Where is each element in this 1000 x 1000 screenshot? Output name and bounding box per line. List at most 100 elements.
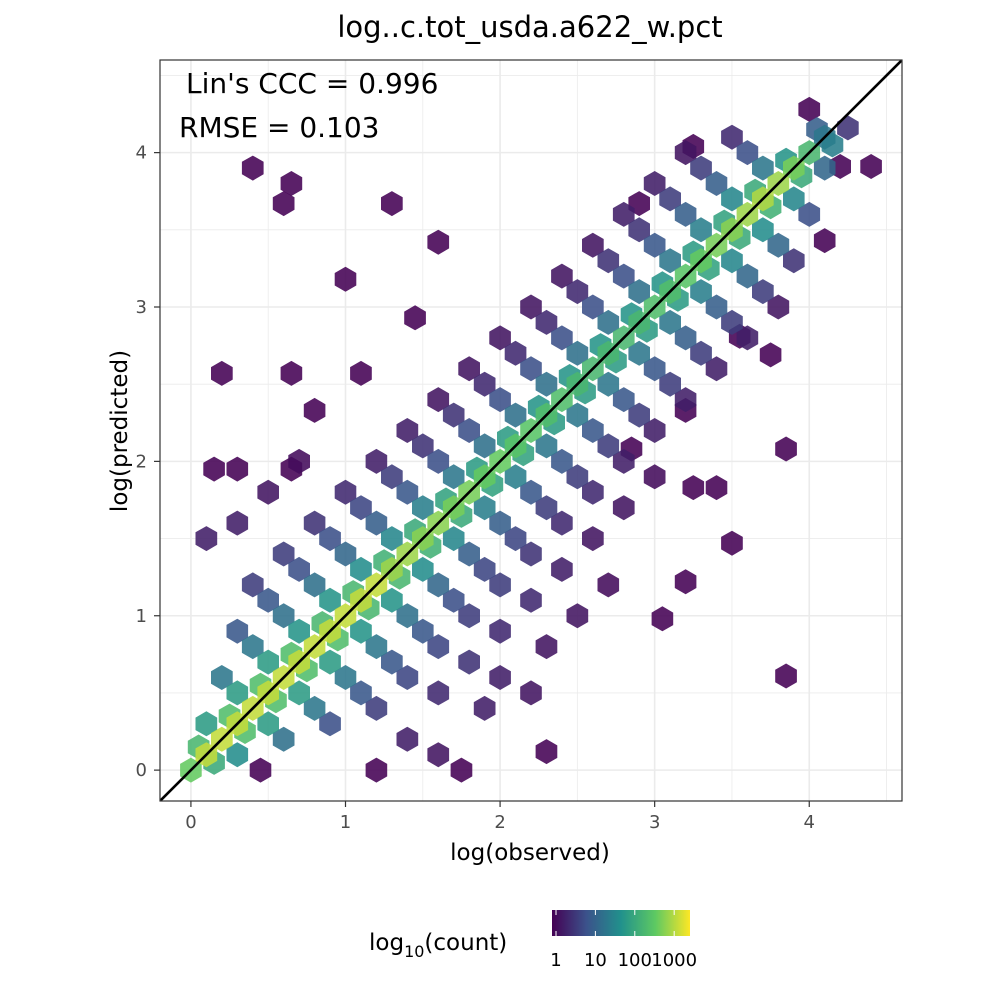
legend-ticks: 1 10 100 1000	[550, 910, 697, 971]
hex-bin	[442, 402, 465, 428]
y-tick-label: 2	[136, 451, 147, 472]
hex-bin	[721, 186, 743, 212]
hex-bin	[334, 541, 357, 567]
hex-bin	[241, 572, 264, 598]
hex-bin	[427, 572, 450, 598]
hex-bin	[350, 556, 372, 582]
hex-bin	[705, 475, 728, 501]
hex-bin	[450, 757, 473, 783]
hex-bin	[752, 155, 774, 181]
hex-bin	[628, 279, 650, 305]
hex-bin	[272, 603, 295, 629]
hex-bin	[257, 649, 279, 675]
hex-bin	[813, 228, 836, 254]
hex-bin	[674, 201, 697, 227]
hex-bin	[659, 186, 681, 212]
hex-bin	[798, 96, 821, 122]
hex-bin	[303, 397, 326, 423]
hex-bin	[860, 154, 882, 179]
hex-bin	[473, 371, 496, 397]
hex-bin	[365, 757, 388, 783]
hex-bin	[365, 510, 388, 536]
hex-bin	[612, 387, 635, 413]
hex-bin	[489, 618, 511, 644]
hex-bin	[412, 556, 434, 582]
hex-bin	[682, 475, 705, 501]
hex-bin	[566, 603, 589, 629]
hex-bin	[442, 526, 465, 552]
hex-bin	[582, 294, 604, 320]
hex-bin	[520, 356, 542, 382]
hex-bin	[582, 232, 604, 258]
hex-bin	[226, 456, 249, 482]
hex-bin	[203, 456, 225, 482]
hex-bin	[752, 279, 774, 305]
hex-bin	[442, 464, 465, 490]
x-axis-title: log(observed)	[450, 840, 610, 866]
hex-bin	[597, 248, 620, 274]
hex-bin	[489, 325, 511, 351]
identity-line	[160, 60, 902, 801]
hex-bin	[288, 618, 310, 644]
hex-bin	[535, 433, 558, 459]
legend-colorbar	[552, 910, 690, 936]
hex-bin	[280, 171, 303, 196]
hex-bin	[535, 634, 558, 660]
hex-bin	[489, 572, 511, 598]
hex-bin	[690, 279, 712, 305]
hex-bin	[319, 587, 341, 613]
hex-bin	[249, 757, 272, 783]
hex-bin	[504, 402, 527, 428]
hex-bin	[674, 140, 697, 166]
x-axis-ticks: 0 1 2 3 4	[185, 801, 815, 833]
hex-bin	[767, 294, 790, 320]
hex-bin	[520, 479, 542, 505]
hex-bin	[659, 371, 681, 397]
hex-bin	[535, 495, 558, 521]
hex-bin	[597, 309, 620, 335]
hex-bin	[396, 726, 419, 752]
hex-bin	[813, 155, 836, 181]
hex-bin	[412, 495, 434, 521]
hex-bin	[736, 325, 759, 351]
x-tick-label: 3	[649, 812, 660, 833]
hex-bin	[427, 229, 450, 255]
hex-bin	[226, 510, 249, 536]
hex-bin	[767, 232, 790, 258]
hex-bin	[659, 309, 681, 335]
y-axis-title: log(predicted)	[107, 350, 133, 512]
y-axis-ticks: 0 1 2 3 4	[136, 143, 160, 781]
plot-border	[159, 59, 903, 802]
legend-tick-label: 1	[550, 950, 561, 971]
hex-bin	[303, 695, 326, 721]
hex-bin	[736, 140, 759, 166]
hex-bin	[396, 603, 419, 629]
hex-bin	[473, 695, 496, 721]
hex-bin	[628, 217, 650, 243]
hex-bin	[551, 556, 573, 582]
legend-tick-label: 1000	[651, 950, 697, 971]
hex-bin	[211, 360, 233, 386]
hex-bin	[551, 448, 573, 474]
hex-bin	[651, 606, 674, 632]
hex-bin	[226, 680, 249, 706]
hex-bin	[659, 248, 681, 274]
hex-bin	[566, 340, 589, 366]
hex-bin	[365, 448, 388, 474]
hex-bin	[257, 587, 279, 613]
hex-bin	[775, 436, 797, 462]
hex-bin	[211, 665, 233, 690]
hex-bin	[458, 356, 480, 382]
hex-bin	[303, 510, 326, 536]
hex-bin	[628, 340, 650, 366]
legend-tick-label: 10	[584, 950, 607, 971]
hex-bin	[551, 510, 573, 536]
hex-bin	[674, 569, 697, 595]
hex-bin	[350, 680, 372, 706]
hex-bin	[334, 479, 357, 505]
hex-bin	[597, 433, 620, 459]
hex-bin	[365, 695, 388, 721]
y-tick-label: 0	[136, 760, 147, 781]
chart-title: log..c.tot_usda.a622_w.pct	[337, 10, 722, 44]
